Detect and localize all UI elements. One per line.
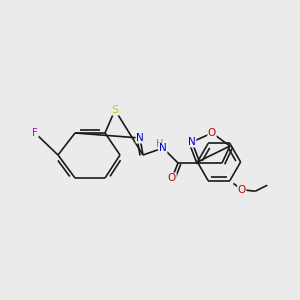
Text: O: O [208,128,216,138]
Text: N: N [188,137,196,147]
Text: O: O [238,185,246,195]
Text: O: O [168,173,176,183]
Text: S: S [111,105,118,115]
Text: N: N [159,143,167,153]
Text: F: F [32,128,38,138]
Text: H: H [156,139,164,148]
Text: N: N [136,133,144,143]
